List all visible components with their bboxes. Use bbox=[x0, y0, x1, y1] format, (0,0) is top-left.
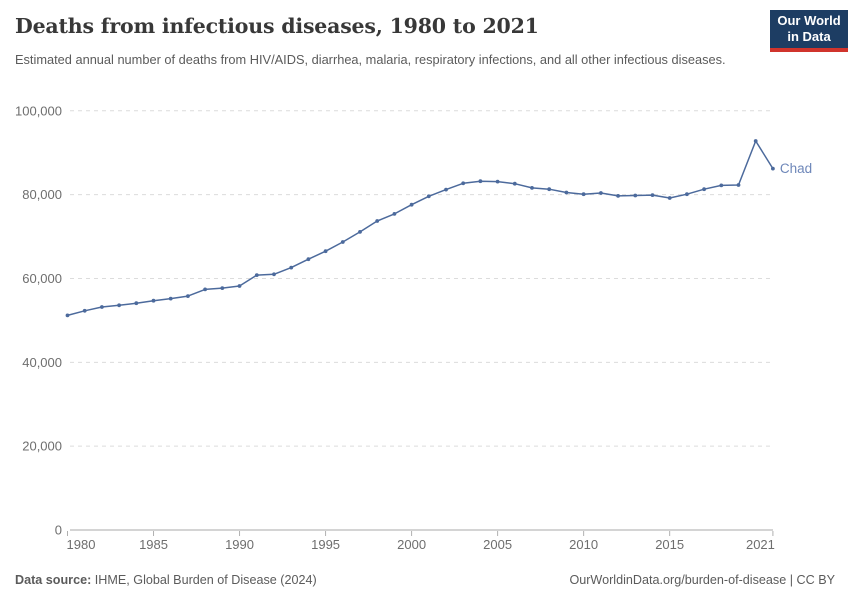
x-axis-label: 2005 bbox=[483, 537, 512, 552]
data-point[interactable] bbox=[736, 183, 741, 187]
data-point[interactable] bbox=[65, 313, 70, 318]
footer-separator: | bbox=[786, 573, 797, 587]
x-axis-label: 1980 bbox=[67, 537, 96, 552]
data-point[interactable] bbox=[461, 181, 466, 186]
x-axis-label: 2010 bbox=[569, 537, 598, 552]
y-axis-label: 20,000 bbox=[22, 439, 62, 454]
data-point[interactable] bbox=[650, 193, 655, 198]
data-point[interactable] bbox=[186, 294, 190, 298]
data-point[interactable] bbox=[306, 257, 311, 262]
data-point[interactable] bbox=[753, 139, 758, 143]
data-point[interactable] bbox=[237, 284, 242, 288]
data-point[interactable] bbox=[375, 219, 380, 223]
y-gridlines: 0 20,000 40,000 60,000 80,000 100,000 bbox=[15, 103, 773, 538]
data-point[interactable] bbox=[220, 286, 225, 290]
entity-label-chad[interactable]: Chad bbox=[780, 161, 812, 176]
data-source-text: IHME, Global Burden of Disease (2024) bbox=[91, 573, 317, 587]
footer-attribution: OurWorldinData.org/burden-of-disease | C… bbox=[569, 573, 835, 587]
chart-canvas[interactable]: 0 20,000 40,000 60,000 80,000 100,000 1980 1985… bbox=[0, 95, 850, 560]
data-point[interactable] bbox=[168, 296, 173, 301]
y-axis-label: 80,000 bbox=[22, 187, 62, 202]
data-point[interactable] bbox=[547, 187, 552, 192]
data-source-note: Data source: IHME, Global Burden of Dise… bbox=[15, 573, 317, 587]
data-point[interactable] bbox=[771, 166, 775, 171]
data-point[interactable] bbox=[289, 265, 294, 270]
data-point[interactable] bbox=[444, 187, 448, 192]
data-point[interactable] bbox=[581, 192, 586, 197]
owid-logo-line2: in Data bbox=[787, 29, 831, 44]
x-axis-label: 2021 bbox=[746, 537, 775, 552]
data-point[interactable] bbox=[82, 308, 87, 313]
data-point[interactable] bbox=[616, 194, 620, 198]
y-axis-label: 100,000 bbox=[15, 103, 62, 118]
trend-line[interactable] bbox=[66, 140, 774, 317]
data-point[interactable] bbox=[667, 196, 672, 200]
data-point[interactable] bbox=[530, 186, 534, 190]
chart-subtitle: Estimated annual number of deaths from H… bbox=[15, 52, 726, 67]
x-axis-label: 1985 bbox=[139, 537, 168, 552]
data-point[interactable] bbox=[100, 305, 104, 309]
data-point[interactable] bbox=[702, 187, 706, 192]
data-point[interactable] bbox=[633, 193, 638, 198]
data-point[interactable] bbox=[512, 181, 517, 186]
data-point[interactable] bbox=[599, 191, 603, 195]
data-point[interactable] bbox=[203, 287, 208, 292]
data-point[interactable] bbox=[254, 273, 259, 277]
owid-logo-line1: Our World bbox=[777, 13, 841, 29]
data-point[interactable] bbox=[409, 202, 414, 207]
data-point[interactable] bbox=[426, 194, 431, 199]
data-point[interactable] bbox=[323, 249, 328, 254]
page-title: Deaths from infectious diseases, 1980 to… bbox=[15, 14, 539, 38]
y-axis-label: 60,000 bbox=[22, 271, 62, 286]
data-point[interactable] bbox=[151, 298, 156, 303]
data-point[interactable] bbox=[495, 179, 500, 184]
chart-footer: Data source: IHME, Global Burden of Dise… bbox=[15, 573, 835, 587]
y-axis-label: 0 bbox=[55, 523, 62, 538]
x-axis-label: 1990 bbox=[225, 537, 254, 552]
data-point[interactable] bbox=[719, 183, 724, 188]
data-point[interactable] bbox=[340, 240, 345, 244]
data-point[interactable] bbox=[564, 190, 569, 195]
x-axis: 1980 1985 1990 1995 2000 2005 2010 2015 2021 bbox=[67, 531, 775, 552]
license-label: CC BY bbox=[796, 573, 836, 587]
data-point[interactable] bbox=[117, 303, 121, 308]
x-axis-label: 1995 bbox=[311, 537, 340, 552]
data-source-label: Data source: bbox=[15, 573, 92, 587]
data-point[interactable] bbox=[358, 230, 362, 234]
owid-logo[interactable]: Our World in Data bbox=[770, 10, 848, 52]
x-axis-label: 2000 bbox=[397, 537, 426, 552]
y-axis-label: 40,000 bbox=[22, 355, 62, 370]
data-point[interactable] bbox=[392, 212, 397, 216]
owid-url-link[interactable]: OurWorldinData.org/burden-of-disease bbox=[569, 573, 787, 587]
data-point[interactable] bbox=[134, 301, 139, 306]
data-point[interactable] bbox=[685, 192, 689, 197]
data-point[interactable] bbox=[478, 179, 483, 184]
data-point[interactable] bbox=[272, 272, 276, 277]
series-line-chad[interactable]: Chad bbox=[65, 139, 813, 318]
x-axis-label: 2015 bbox=[655, 537, 684, 552]
